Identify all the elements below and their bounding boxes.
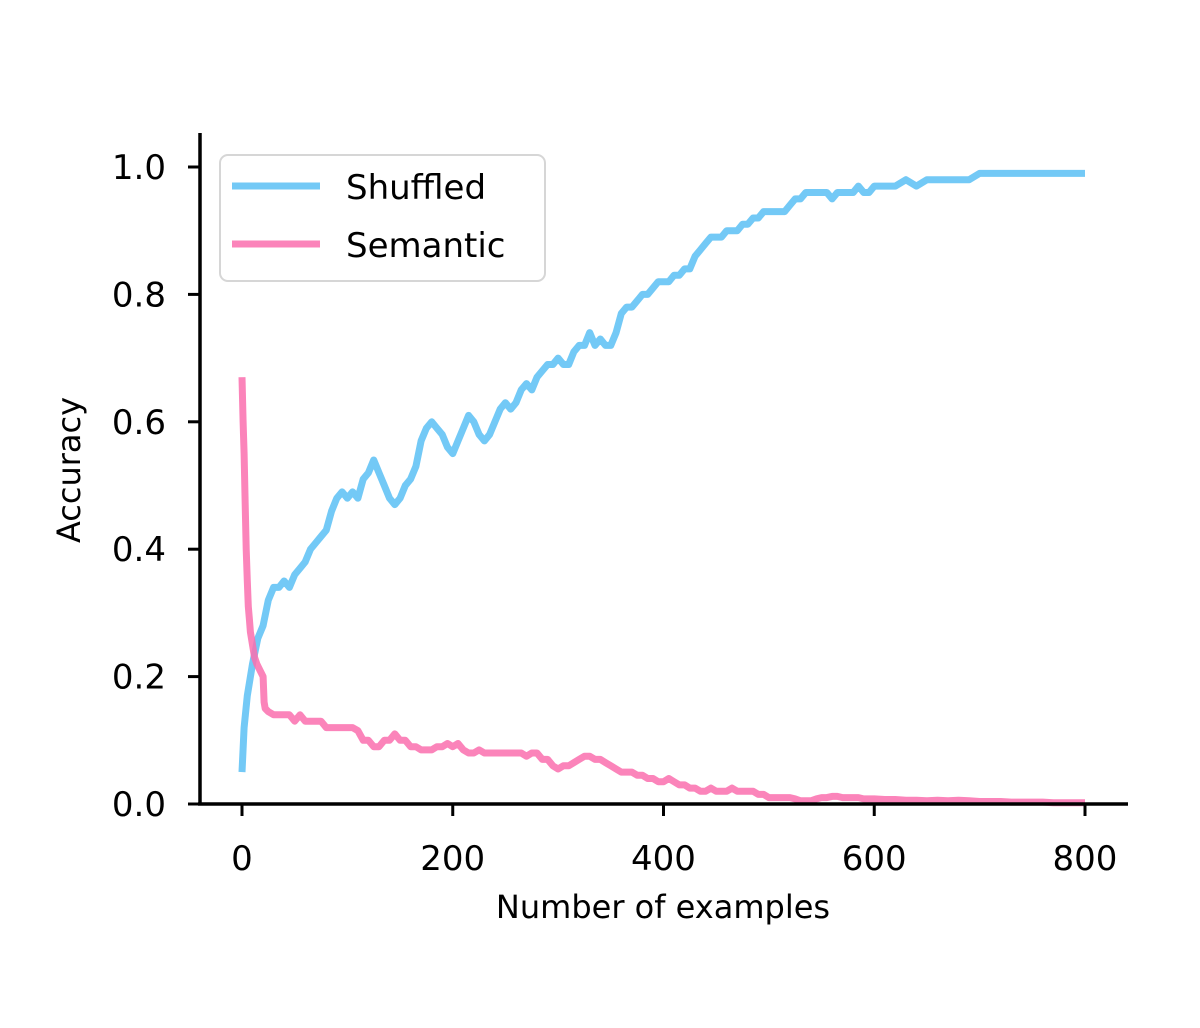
- legend-label-shuffled: Shuffled: [346, 168, 486, 208]
- y-tick-label: 0.4: [112, 530, 166, 570]
- x-tick-label: 0: [231, 839, 253, 879]
- y-tick-label: 0.2: [112, 658, 166, 698]
- y-tick-label: 0.8: [112, 275, 166, 315]
- x-axis-ticks: 0 200 400 600 800: [231, 804, 1117, 879]
- legend-label-semantic: Semantic: [346, 226, 505, 266]
- series-line-semantic: [238, 377, 1085, 807]
- y-axis-ticks: 0.0 0.2 0.4 0.6 0.8 1.0: [112, 148, 200, 825]
- x-tick-label: 800: [1053, 839, 1118, 879]
- y-axis-label: Accuracy: [50, 397, 88, 543]
- y-tick-label: 0.6: [112, 403, 166, 443]
- x-tick-label: 400: [631, 839, 696, 879]
- x-tick-label: 200: [420, 839, 485, 879]
- series-line-shuffled: [238, 169, 1085, 773]
- y-tick-label: 0.0: [112, 785, 166, 825]
- y-tick-label: 1.0: [112, 148, 166, 188]
- series-layer: [238, 169, 1085, 807]
- x-axis-label: Number of examples: [496, 888, 830, 926]
- legend: Shuffled Semantic: [219, 154, 546, 282]
- x-tick-label: 600: [842, 839, 907, 879]
